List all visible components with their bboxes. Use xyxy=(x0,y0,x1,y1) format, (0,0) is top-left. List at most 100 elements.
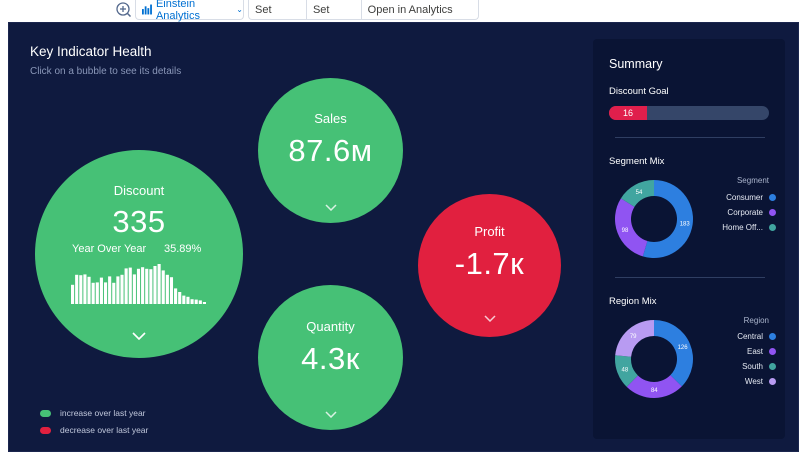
donut-slice[interactable] xyxy=(615,355,638,387)
region-legend-item[interactable]: South xyxy=(666,362,776,371)
region-legend-title: Region xyxy=(743,316,769,325)
profit-label: Profit xyxy=(474,224,505,239)
decrease-swatch xyxy=(40,426,51,434)
toolbar: Einstein Analytics ⌄ Set Height Set Widt… xyxy=(0,0,800,36)
donut-slice-label: 84 xyxy=(651,388,658,394)
histogram-bar xyxy=(128,267,132,304)
divider xyxy=(615,137,765,138)
profit-bubble[interactable]: Profit -1.7к xyxy=(418,194,561,337)
sales-label: Sales xyxy=(314,111,347,126)
histogram-bar xyxy=(71,284,75,304)
donut-slice[interactable] xyxy=(620,180,654,207)
set-width-button[interactable]: Set Width xyxy=(307,0,362,36)
histogram-bar xyxy=(79,275,83,304)
histogram-bar xyxy=(112,282,116,304)
quantity-bubble[interactable]: Quantity 4.3к xyxy=(258,285,403,430)
chevron-down-icon[interactable] xyxy=(132,332,146,340)
dashboard-panel: Key Indicator Health Click on a bubble t… xyxy=(8,22,799,452)
region-mix-title: Region Mix xyxy=(609,296,657,307)
histogram-bar xyxy=(87,276,91,304)
segment-legend-label: Consumer xyxy=(726,193,763,202)
summary-panel: Summary Discount Goal 16 Segment Mix 183… xyxy=(593,39,785,439)
region-legend-item[interactable]: West xyxy=(666,377,776,386)
donut-slice[interactable] xyxy=(626,375,682,398)
chevron-down-icon: ⌄ xyxy=(236,5,243,14)
summary-title: Summary xyxy=(609,57,663,71)
discount-goal-fill xyxy=(609,106,647,120)
donut-slice[interactable] xyxy=(615,320,654,357)
legend-dot xyxy=(769,224,776,231)
donut-slice-label: 54 xyxy=(636,190,643,196)
dashboard-subtitle: Click on a bubble to see its details xyxy=(30,66,182,77)
histogram-bar xyxy=(91,282,95,304)
region-legend-item[interactable]: East xyxy=(666,347,776,356)
legend-dot xyxy=(769,348,776,355)
histogram-bar xyxy=(169,277,174,304)
discount-label: Discount xyxy=(113,183,165,198)
zoom-in-icon[interactable] xyxy=(115,1,132,18)
donut-slice[interactable] xyxy=(615,198,648,257)
histogram-bar xyxy=(157,264,161,304)
chevron-down-icon[interactable] xyxy=(324,204,337,211)
donut-slice-label: 79 xyxy=(630,334,637,340)
region-legend-label: Central xyxy=(737,332,763,341)
segment-legend-item[interactable]: Consumer xyxy=(666,193,776,202)
discount-goal-bar: 16 xyxy=(609,106,769,120)
increase-swatch xyxy=(40,409,51,417)
histogram-bar xyxy=(124,268,128,304)
donut-slice[interactable] xyxy=(642,180,693,258)
set-height-button[interactable]: Set Height xyxy=(249,0,307,36)
histogram-bar xyxy=(202,302,206,304)
histogram-bar xyxy=(198,300,202,304)
histogram-bar xyxy=(178,292,182,304)
segment-legend-title: Segment xyxy=(736,176,769,185)
region-legend-label: South xyxy=(742,362,763,371)
histogram-bar xyxy=(153,266,157,304)
histogram-bar xyxy=(182,295,186,304)
donut-slice-label: 183 xyxy=(680,222,691,228)
histogram-bar xyxy=(174,288,178,304)
histogram-bar xyxy=(136,268,141,304)
legend-decrease: decrease over last year xyxy=(40,425,148,435)
histogram-bar xyxy=(120,274,124,304)
chevron-down-icon[interactable] xyxy=(324,411,337,418)
sales-bubble[interactable]: Sales 87.6м xyxy=(258,78,403,223)
discount-goal-value: 16 xyxy=(622,108,633,118)
segment-legend-label: Home Off... xyxy=(722,223,763,232)
region-legend-item[interactable]: Central xyxy=(666,332,776,341)
histogram-bar xyxy=(149,269,153,304)
legend-dot xyxy=(769,378,776,385)
quantity-value: 4.3к xyxy=(301,341,360,376)
histogram-bar xyxy=(116,276,120,304)
histogram-bar xyxy=(132,274,136,304)
segment-legend-item[interactable]: Home Off... xyxy=(666,223,776,232)
einstein-analytics-dropdown[interactable]: Einstein Analytics ⌄ xyxy=(135,0,244,22)
open-in-studio-button[interactable]: Open in Analytics Studio xyxy=(367,3,453,36)
histogram-bar xyxy=(108,276,112,304)
legend-increase: increase over last year xyxy=(40,408,146,418)
discount-value: 335 xyxy=(112,204,166,239)
sales-value: 87.6м xyxy=(288,133,373,168)
segment-mix-donut[interactable]: 183 98 54 xyxy=(614,179,694,259)
region-mix-donut[interactable]: 126 84 48 79 xyxy=(614,319,694,399)
donut-slice[interactable] xyxy=(654,320,693,387)
segment-legend-item[interactable]: Corporate xyxy=(666,208,776,217)
divider xyxy=(615,277,765,278)
region-legend-label: East xyxy=(746,347,763,356)
discount-histogram xyxy=(71,264,206,304)
discount-goal-title: Discount Goal xyxy=(609,86,669,97)
discount-bubble[interactable]: Discount 335 Year Over Year 35.89% xyxy=(35,150,243,358)
donut-slice-label: 98 xyxy=(622,228,629,234)
histogram-bar xyxy=(83,274,87,304)
einstein-analytics-label: Einstein Analytics xyxy=(155,0,200,22)
chevron-down-icon[interactable] xyxy=(483,315,496,322)
yoy-value: 35.89% xyxy=(164,243,202,255)
legend-dot xyxy=(769,333,776,340)
region-legend-label: West xyxy=(744,377,763,386)
legend-increase-label: increase over last year xyxy=(60,408,146,418)
histogram-bar xyxy=(190,299,194,304)
histogram-bar xyxy=(99,277,103,304)
donut-slice-label: 48 xyxy=(622,368,629,374)
legend-decrease-label: decrease over last year xyxy=(60,425,149,435)
histogram-bar xyxy=(161,270,165,304)
